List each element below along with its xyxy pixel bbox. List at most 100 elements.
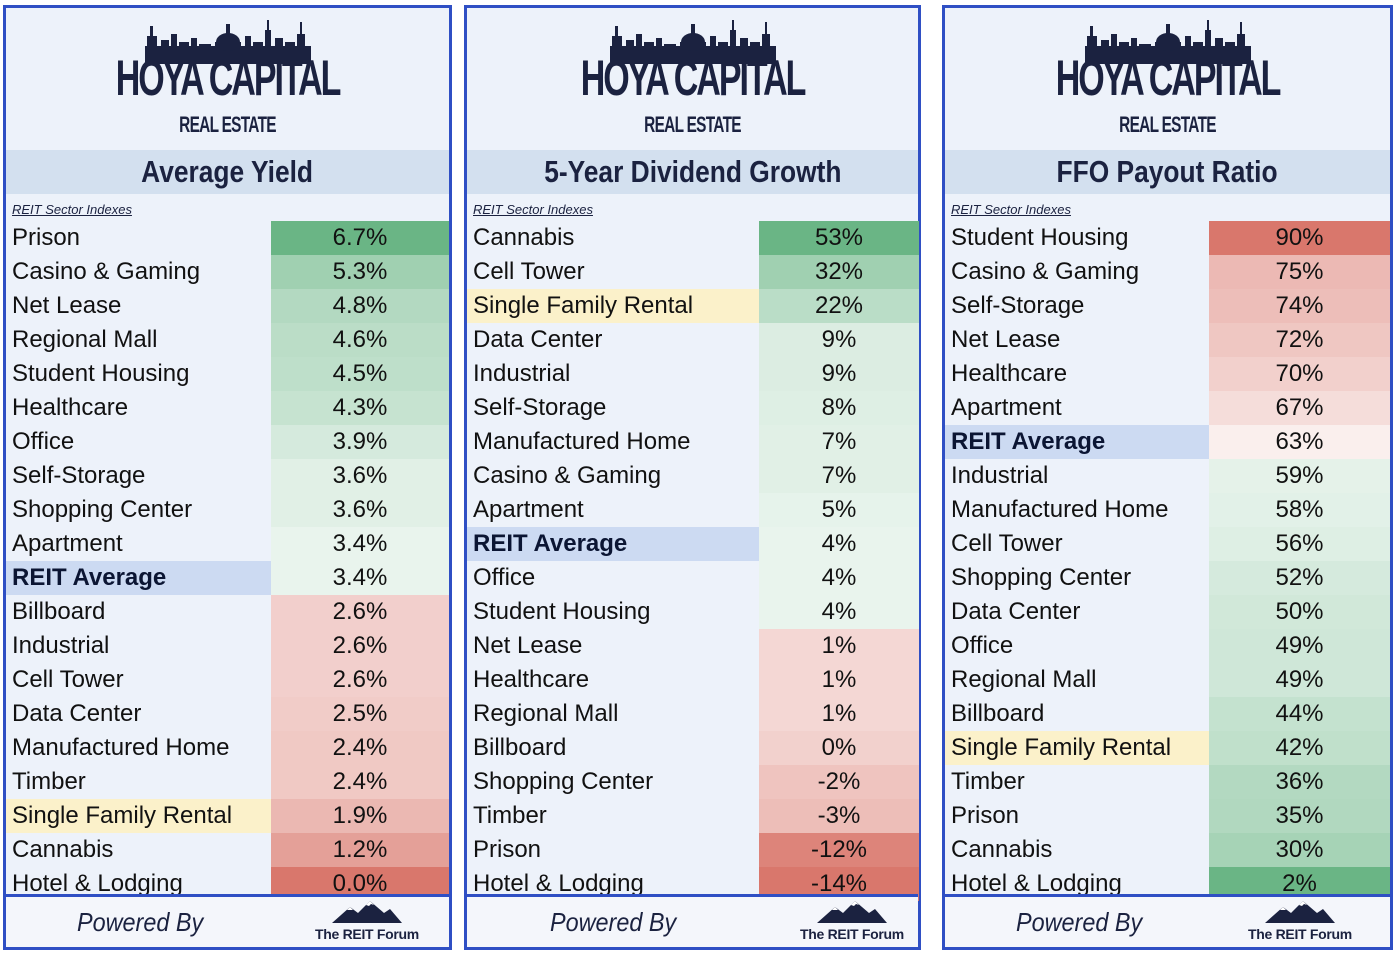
- sector-name: Manufactured Home: [12, 734, 230, 761]
- table-row: REIT Average 3.4%: [6, 561, 449, 595]
- table-row: REIT Average 4%: [467, 527, 919, 561]
- sector-name: REIT Average: [945, 425, 1209, 459]
- sector-name: Shopping Center: [951, 564, 1132, 591]
- sector-name: Shopping Center: [12, 496, 193, 523]
- sector-name: Hotel & Lodging: [951, 870, 1122, 897]
- sector-name: Single Family Rental: [945, 731, 1209, 765]
- sector-name: Billboard: [951, 700, 1045, 727]
- reit-forum-logo: The REIT Forum: [312, 899, 422, 942]
- sector-value: 22%: [759, 289, 919, 323]
- sector-name: Office: [951, 632, 1014, 659]
- table-row: Prison 6.7%: [6, 221, 449, 255]
- sector-value: 4.5%: [271, 357, 449, 391]
- sector-value: 9%: [759, 357, 919, 391]
- sector-name: Student Housing: [951, 224, 1129, 251]
- mountain-logo-icon: [1265, 901, 1335, 923]
- sector-name: REIT Average: [6, 561, 271, 595]
- sector-name: Student Housing: [473, 598, 651, 625]
- logo-line2: REAL ESTATE: [644, 112, 741, 137]
- index-label: REIT Sector Indexes: [951, 202, 1071, 217]
- hoya-capital-logo: HOYA CAPITAL REAL ESTATE: [945, 8, 1390, 150]
- table-row: Apartment 3.4%: [6, 527, 449, 561]
- sector-value: 35%: [1209, 799, 1390, 833]
- sector-value: 1%: [759, 629, 919, 663]
- table-row: Single Family Rental 22%: [467, 289, 919, 323]
- sector-value: 5%: [759, 493, 919, 527]
- sector-name: Cell Tower: [951, 530, 1063, 557]
- sector-value: 5.3%: [271, 255, 449, 289]
- table-row: Shopping Center -2%: [467, 765, 919, 799]
- table-row: Healthcare 4.3%: [6, 391, 449, 425]
- sector-value: 1%: [759, 697, 919, 731]
- logo-line1: HOYA CAPITAL: [115, 50, 342, 106]
- sector-name: Cell Tower: [473, 258, 585, 285]
- sector-name: Regional Mall: [12, 326, 158, 353]
- sector-value: 2.5%: [271, 697, 449, 731]
- table-row: Casino & Gaming 75%: [945, 255, 1390, 289]
- table-row: Regional Mall 1%: [467, 697, 919, 731]
- powered-by-label: Powered By: [467, 897, 759, 947]
- sector-name: Data Center: [12, 700, 142, 727]
- table-row: Student Housing 4.5%: [6, 357, 449, 391]
- table-row: Student Housing 4%: [467, 595, 919, 629]
- metric-panel: HOYA CAPITAL REAL ESTATE 5-Year Dividend…: [464, 5, 921, 950]
- sector-value: 2.4%: [271, 765, 449, 799]
- sector-name: Timber: [951, 768, 1025, 795]
- sector-value: 6.7%: [271, 221, 449, 255]
- sector-name: Shopping Center: [473, 768, 654, 795]
- table-row: Office 3.9%: [6, 425, 449, 459]
- table-row: Shopping Center 3.6%: [6, 493, 449, 527]
- sector-value: 9%: [759, 323, 919, 357]
- logo-line2: REAL ESTATE: [1119, 112, 1216, 137]
- table-row: Shopping Center 52%: [945, 561, 1390, 595]
- sector-value: 3.6%: [271, 459, 449, 493]
- metric-panel: HOYA CAPITAL REAL ESTATE Average Yield RE…: [3, 5, 452, 950]
- table-row: Net Lease 4.8%: [6, 289, 449, 323]
- sector-name: Timber: [473, 802, 547, 829]
- table-row: Cannabis 1.2%: [6, 833, 449, 867]
- sector-name: Self-Storage: [951, 292, 1085, 319]
- panel-footer: Powered By The REIT Forum: [945, 894, 1390, 947]
- mountain-logo-icon: [332, 901, 402, 923]
- table-row: Hotel & Lodging 0.0%: [6, 867, 449, 901]
- sector-value: 67%: [1209, 391, 1390, 425]
- powered-by-text: Powered By: [1015, 907, 1143, 937]
- sector-value: 49%: [1209, 663, 1390, 697]
- city-skyline-icon: [144, 20, 311, 64]
- sector-name: Manufactured Home: [951, 496, 1169, 523]
- panel-footer: Powered By The REIT Forum: [6, 894, 449, 947]
- table-row: Self-Storage 8%: [467, 391, 919, 425]
- table-row: Billboard 2.6%: [6, 595, 449, 629]
- table-row: Prison -12%: [467, 833, 919, 867]
- sector-value: 70%: [1209, 357, 1390, 391]
- sector-value: 63%: [1209, 425, 1390, 459]
- sector-value: 0%: [759, 731, 919, 765]
- table-row: Regional Mall 4.6%: [6, 323, 449, 357]
- sector-name: Apartment: [951, 394, 1062, 421]
- sector-value: 8%: [759, 391, 919, 425]
- sector-value: 2.6%: [271, 595, 449, 629]
- sector-name: Prison: [951, 802, 1020, 829]
- table-row: Regional Mall 49%: [945, 663, 1390, 697]
- sector-value: 49%: [1209, 629, 1390, 663]
- powered-by-text: Powered By: [549, 907, 677, 937]
- sector-name: Casino & Gaming: [951, 258, 1140, 285]
- sector-value: 4%: [759, 561, 919, 595]
- table-row: Timber 36%: [945, 765, 1390, 799]
- sector-name: Billboard: [473, 734, 567, 761]
- sector-value: 2.6%: [271, 629, 449, 663]
- sector-value: 7%: [759, 425, 919, 459]
- table-row: Cell Tower 56%: [945, 527, 1390, 561]
- table-row: Casino & Gaming 5.3%: [6, 255, 449, 289]
- sector-name: Casino & Gaming: [12, 258, 201, 285]
- sector-name: Industrial: [473, 360, 571, 387]
- sector-name: Billboard: [12, 598, 106, 625]
- sector-name: Cannabis: [12, 836, 114, 863]
- sector-name: Student Housing: [12, 360, 190, 387]
- index-label: REIT Sector Indexes: [473, 202, 593, 217]
- sector-value: 4%: [759, 595, 919, 629]
- sector-name: Office: [12, 428, 75, 455]
- table-row: REIT Average 63%: [945, 425, 1390, 459]
- sector-name: Single Family Rental: [6, 799, 271, 833]
- sector-name: Healthcare: [12, 394, 129, 421]
